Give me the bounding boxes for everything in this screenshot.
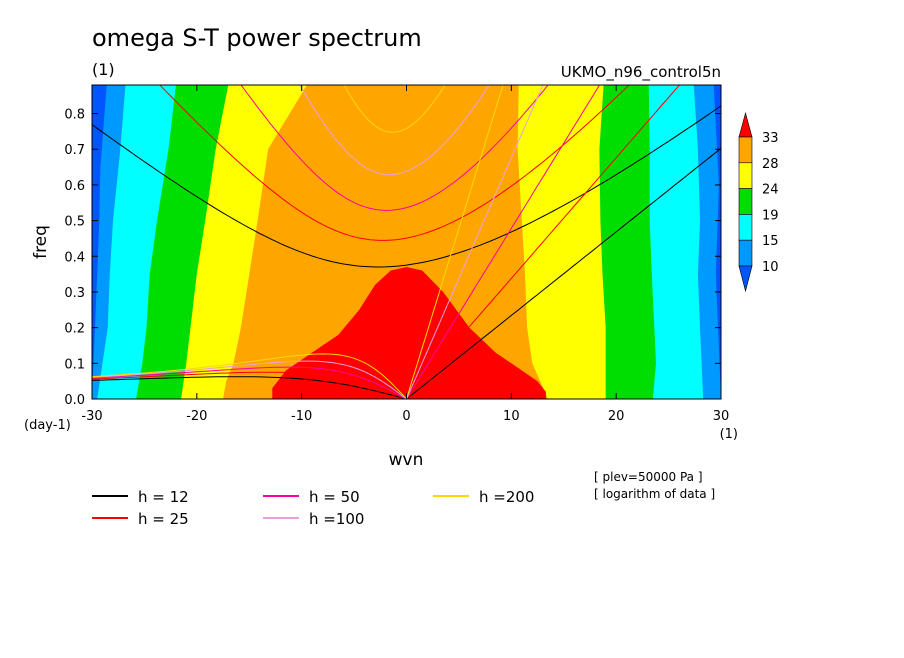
y-tick-label: 0.3 (64, 286, 85, 301)
dispersion-curve-h100-rossby (92, 360, 407, 399)
x-tick-label: -10 (291, 409, 312, 424)
chart-title: omega S-T power spectrum (92, 24, 422, 52)
x-tick-label: 0 (402, 409, 410, 424)
dispersion-curve-h12-gravity (92, 105, 721, 268)
x-tick-label: -20 (186, 409, 207, 424)
x-tick-label: 10 (503, 409, 520, 424)
legend-label: h =200 (479, 488, 534, 506)
colorbar-box (738, 188, 753, 215)
y-tick-label: 0.4 (64, 250, 85, 265)
y-unit-label: (day-1) (24, 418, 71, 433)
annotation-log: [ logarithm of data ] (594, 487, 715, 501)
legend-label: h = 12 (138, 488, 189, 506)
x-tick-label: 30 (713, 409, 730, 424)
legend-label: h = 50 (309, 488, 360, 506)
dispersion-curve-h12-kelvin (406, 147, 721, 399)
peak-region (272, 267, 546, 399)
colorbar-level-label: 10 (762, 260, 779, 275)
dispersion-curve-h50-gravity (240, 85, 549, 211)
colorbar-level-label: 33 (762, 131, 779, 146)
dispersion-curve-h200-kelvin (406, 85, 504, 399)
legend-label: h = 25 (138, 510, 189, 528)
x-axis-label: wvn (389, 450, 424, 470)
annotation-plev: [ plev=50000 Pa ] (594, 470, 703, 484)
dispersion-curve-h50-kelvin (406, 85, 601, 399)
colorbar-level-label: 19 (762, 208, 779, 223)
dispersion-curve-h25-kelvin (406, 85, 681, 399)
colorbar-level-label: 28 (762, 157, 779, 172)
colorbar-box (738, 214, 753, 241)
dispersion-curve-h100-gravity (299, 85, 490, 176)
y-axis-label: freq (31, 225, 51, 259)
dispersion-curve-h25-rossby (92, 371, 407, 399)
dispersion-curve-h25-gravity (159, 85, 630, 241)
colorbar-box (738, 239, 753, 267)
dispersion-curve-h100-kelvin (406, 85, 544, 399)
x-tick-label: 20 (608, 409, 625, 424)
y-tick-label: 0.0 (64, 393, 85, 408)
dispersion-curve-h12-rossby (92, 376, 407, 399)
colorbar-box (738, 162, 753, 189)
colorbar-level-label: 15 (762, 234, 779, 249)
colorbar-level-label: 24 (762, 183, 779, 198)
y-tick-label: 0.5 (64, 215, 85, 230)
y-tick-label: 0.1 (64, 357, 85, 372)
y-tick-label: 0.8 (64, 108, 85, 123)
plot-area (92, 85, 721, 399)
x-unit-label: (1) (720, 427, 738, 442)
colorbar-top-triangle (738, 111, 753, 138)
y-tick-label: 0.2 (64, 322, 85, 337)
legend-label: h =100 (309, 510, 364, 528)
x-tick-label: -30 (81, 409, 102, 424)
run-label: UKMO_n96_control5n (561, 63, 721, 82)
y-tick-label: 0.6 (64, 179, 85, 194)
colorbar-box (738, 136, 753, 164)
colorbar-bottom-triangle (738, 265, 753, 293)
dispersion-curve-h200-rossby (92, 353, 407, 399)
y-tick-label: 0.7 (64, 143, 85, 158)
chart-subtitle: (1) (92, 60, 115, 79)
dispersion-curve-h50-rossby (92, 366, 407, 399)
dispersion-curve-h200-gravity (343, 85, 446, 133)
